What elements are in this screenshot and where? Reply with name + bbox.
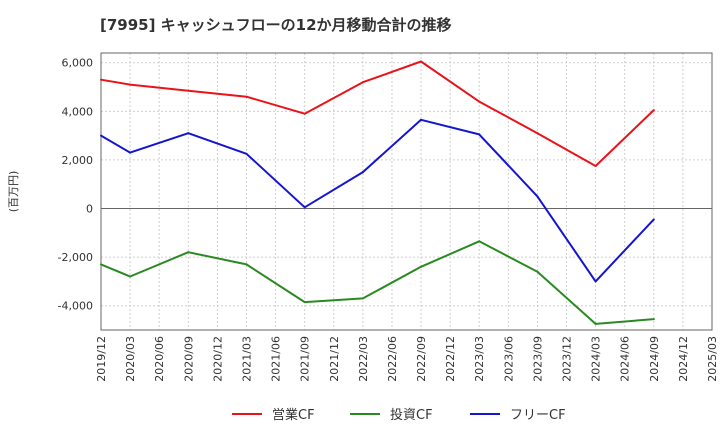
x-tick-label: 2021/06 xyxy=(270,336,283,382)
legend-label: 投資CF xyxy=(390,407,433,423)
x-tick-label: 2020/12 xyxy=(211,336,224,382)
data-point xyxy=(245,152,248,155)
data-point xyxy=(303,206,306,209)
y-tick-label: -2,000 xyxy=(58,251,93,264)
data-point xyxy=(129,83,132,86)
data-point xyxy=(478,100,481,103)
x-tick-label: 2023/12 xyxy=(561,336,574,382)
y-tick-label: 0 xyxy=(86,203,93,216)
data-point xyxy=(187,132,190,135)
data-point xyxy=(536,132,539,135)
data-point xyxy=(100,263,102,266)
data-point xyxy=(129,275,132,278)
data-point xyxy=(303,112,306,115)
data-point xyxy=(420,265,423,268)
x-tick-label: 2023/09 xyxy=(531,336,544,382)
x-tick-label: 2023/06 xyxy=(502,336,515,382)
legend: 営業CF 投資CF フリーCF xyxy=(232,407,566,423)
data-point xyxy=(303,301,306,304)
data-point xyxy=(652,318,655,321)
x-tick-label: 2022/03 xyxy=(357,336,370,382)
data-point xyxy=(594,322,597,325)
y-tick-label: 2,000 xyxy=(62,154,94,167)
y-tick-label: -4,000 xyxy=(58,300,93,313)
data-point xyxy=(187,251,190,254)
y-tick-label: 4,000 xyxy=(62,105,94,118)
x-tick-label: 2020/09 xyxy=(182,336,195,382)
x-tick-label: 2024/03 xyxy=(590,336,603,382)
data-point xyxy=(594,280,597,283)
legend-label: フリーCF xyxy=(510,408,566,423)
data-point xyxy=(245,95,248,98)
grid-layer xyxy=(100,53,713,330)
chart-title: [7995] キャッシュフローの12か月移動合計の推移 xyxy=(100,16,452,34)
x-tick-label: 2021/09 xyxy=(299,336,312,382)
data-point xyxy=(187,89,190,92)
data-point xyxy=(420,60,423,63)
x-tick-label: 2021/12 xyxy=(328,336,341,382)
data-point xyxy=(129,151,132,154)
x-tick-label: 2024/12 xyxy=(677,336,690,382)
data-point xyxy=(536,270,539,273)
series-line-営業CF xyxy=(100,60,655,167)
x-tick-label: 2024/09 xyxy=(648,336,661,382)
x-tick-label: 2023/03 xyxy=(473,336,486,382)
x-tick-label: 2021/03 xyxy=(240,336,253,382)
legend-label: 営業CF xyxy=(272,407,315,423)
x-tick-label: 2020/06 xyxy=(153,336,166,382)
data-point xyxy=(652,218,655,221)
axis-layer xyxy=(100,52,713,331)
plot-frame xyxy=(100,52,713,331)
x-tick-label: 2019/12 xyxy=(95,336,108,382)
data-point xyxy=(420,118,423,121)
data-point xyxy=(478,240,481,243)
x-tick-label: 2020/03 xyxy=(124,336,137,382)
series-layer xyxy=(100,60,655,325)
data-point xyxy=(478,133,481,136)
y-tick-label: 6,000 xyxy=(62,57,94,70)
x-tick-label: 2022/09 xyxy=(415,336,428,382)
x-tick-label: 2025/03 xyxy=(706,336,719,382)
data-point xyxy=(361,171,364,174)
x-tick-label: 2022/06 xyxy=(386,336,399,382)
data-point xyxy=(100,78,102,81)
data-point xyxy=(594,164,597,167)
x-tick-label: 2022/12 xyxy=(444,336,457,382)
data-point xyxy=(361,297,364,300)
label-layer: -4,000 -2,000 0 2,000 4,000 6,000 (百万円) 2019/12… xyxy=(7,57,719,382)
data-point xyxy=(245,263,248,266)
x-tick-label: 2024/06 xyxy=(619,336,632,382)
data-point xyxy=(536,195,539,198)
data-point xyxy=(361,81,364,84)
data-point xyxy=(100,134,102,137)
y-axis-title: (百万円) xyxy=(7,171,20,213)
data-point xyxy=(652,109,655,112)
series-line-投資CF xyxy=(100,240,654,325)
